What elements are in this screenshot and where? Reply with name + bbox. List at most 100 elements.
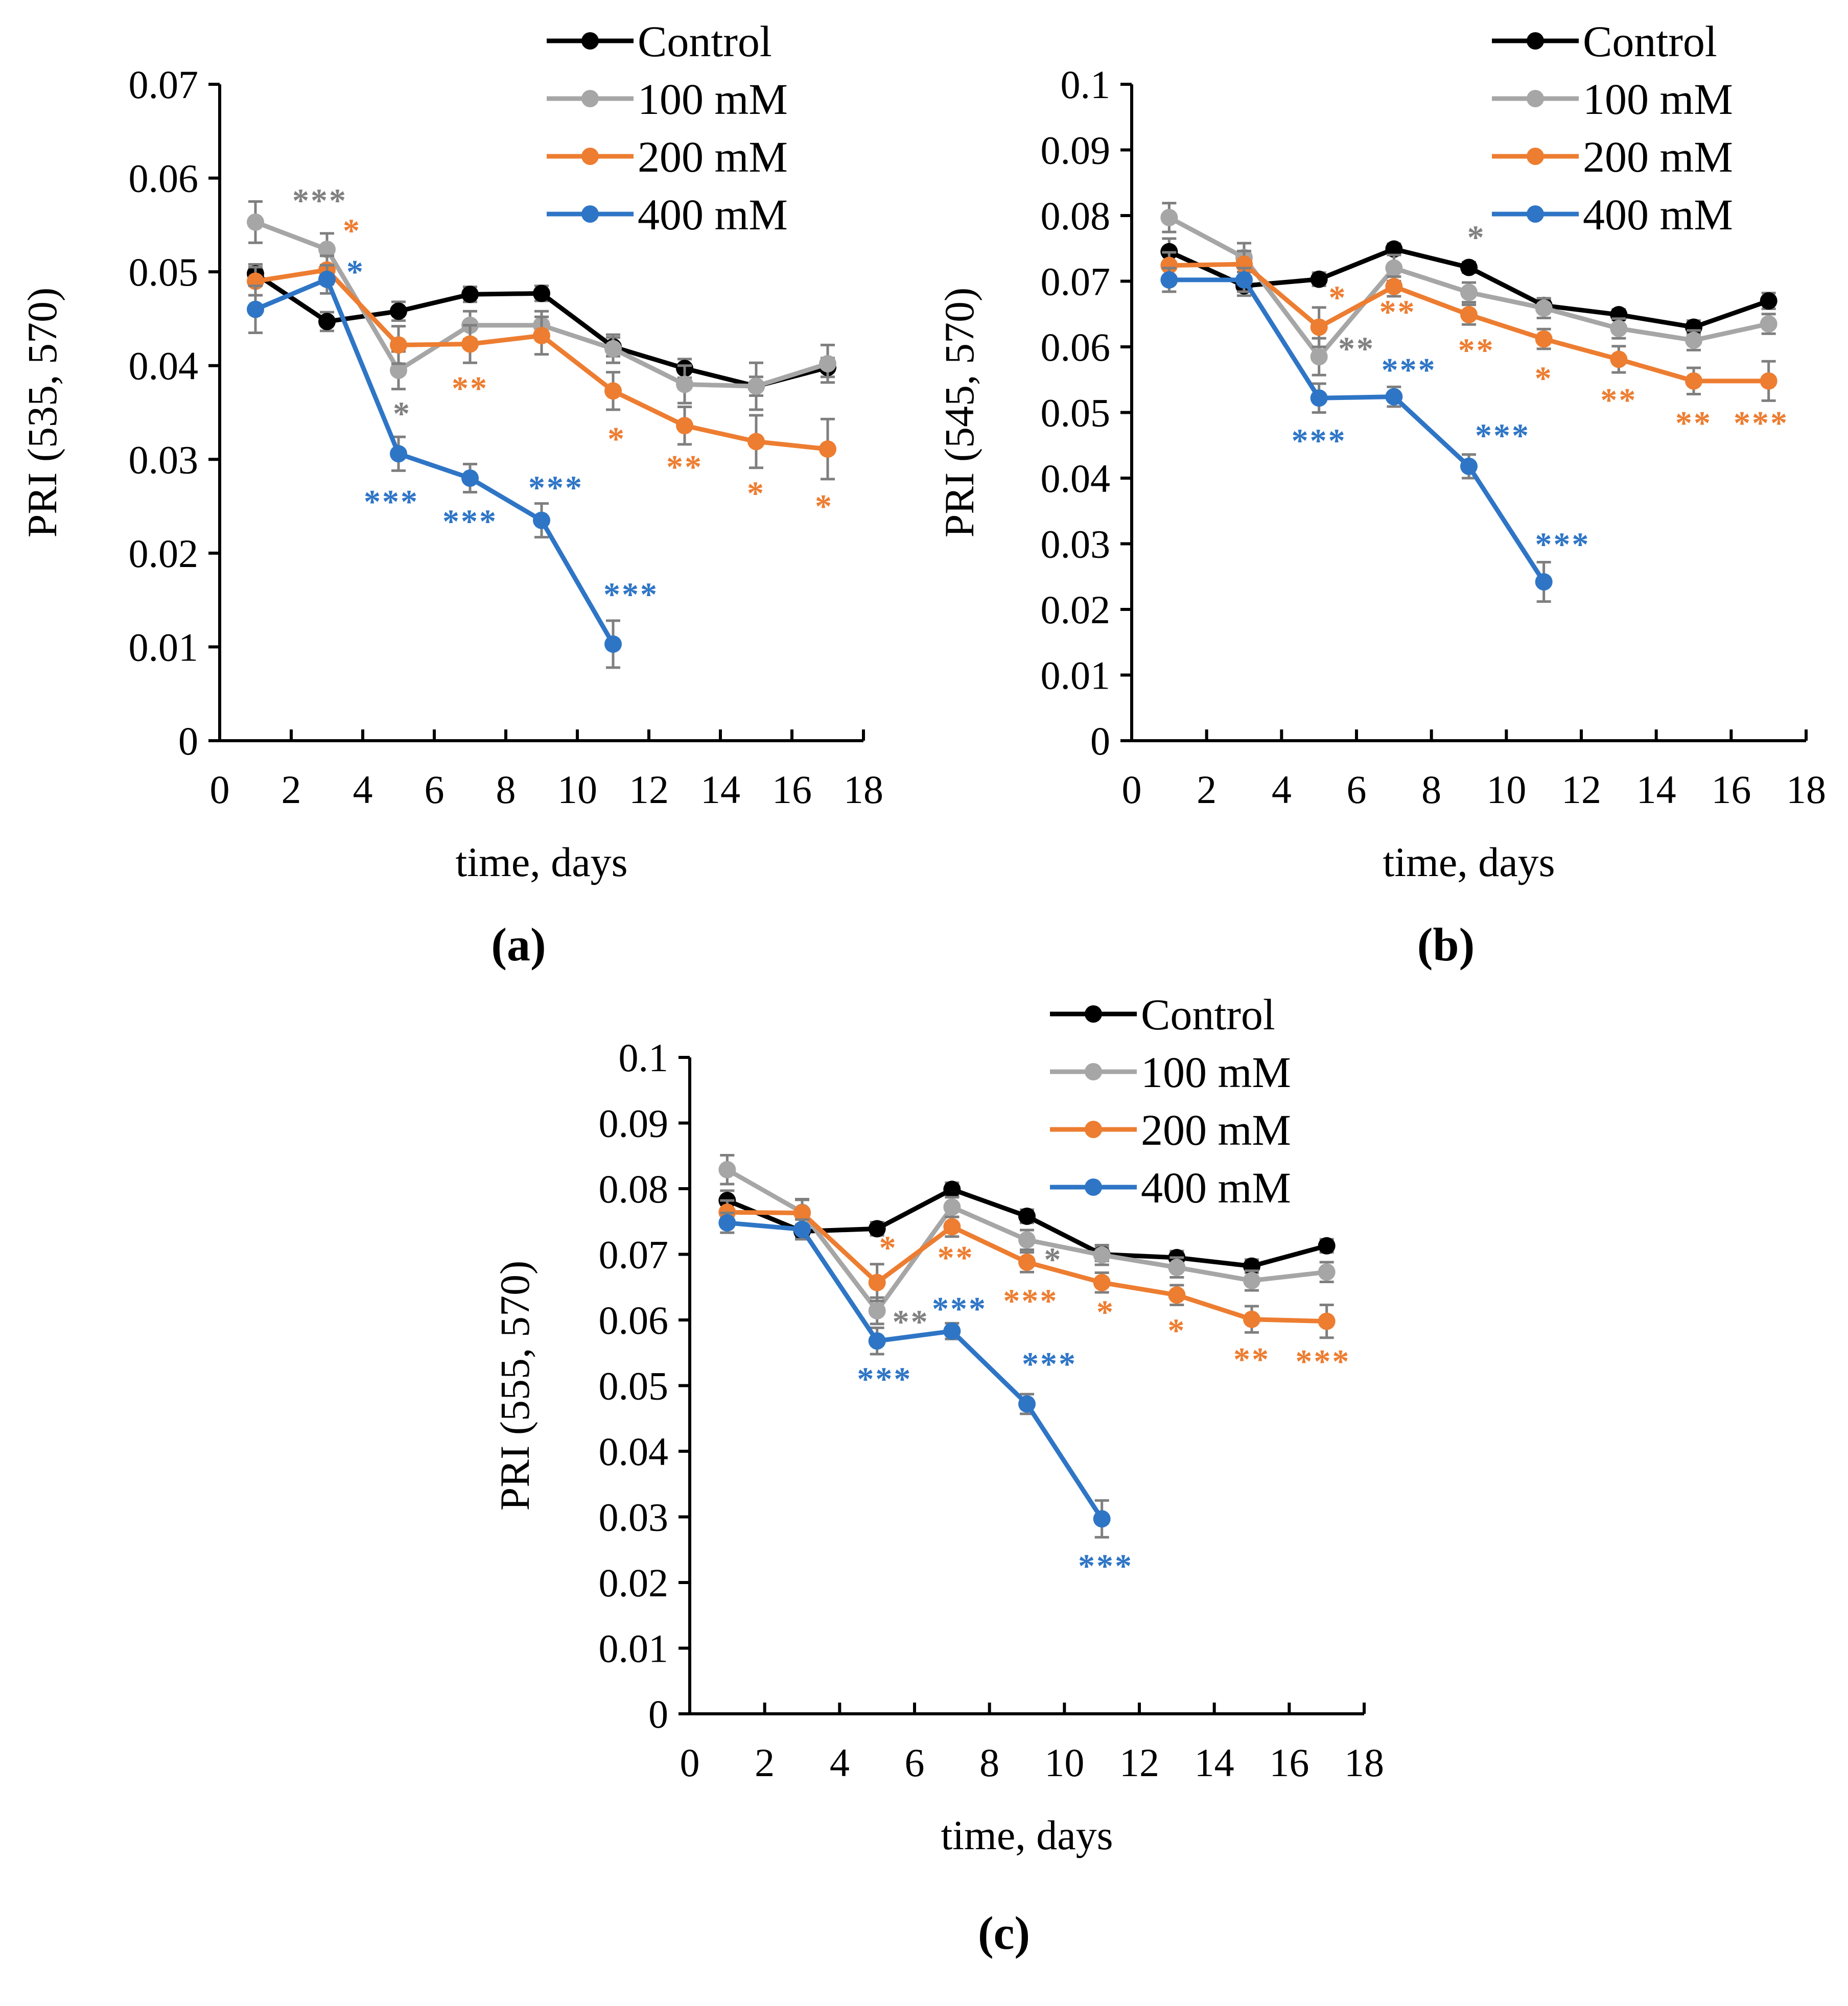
- significance-marker: **: [452, 370, 488, 407]
- significance-marker: ***: [1382, 351, 1437, 389]
- data-point: [868, 1220, 886, 1238]
- legend-label: 200 mM: [638, 132, 788, 181]
- x-axis-title: time, days: [455, 839, 627, 885]
- y-tick-label: 0.1: [619, 1035, 669, 1080]
- legend-label: 200 mM: [1583, 132, 1733, 181]
- y-tick-label: 0.04: [599, 1429, 669, 1474]
- legend-label: Control: [1583, 17, 1717, 66]
- data-point: [1310, 318, 1328, 336]
- data-point: [1318, 1263, 1336, 1281]
- significance-marker: ***: [1734, 405, 1789, 442]
- significance-marker: *: [1044, 1241, 1062, 1279]
- data-point: [943, 1218, 961, 1236]
- y-tick-label: 0.07: [1041, 259, 1111, 304]
- y-tick-label: 0.01: [599, 1626, 669, 1671]
- data-point: [1160, 208, 1178, 226]
- y-tick-label: 0.05: [129, 250, 199, 294]
- data-point: [1018, 1231, 1036, 1249]
- data-point: [1018, 1253, 1036, 1271]
- legend: Control 100 mM 200 mM 400 mM: [1050, 990, 1291, 1212]
- x-tick-label: 14: [700, 767, 740, 812]
- y-tick-label: 0.08: [1041, 194, 1111, 238]
- data-point: [390, 445, 407, 463]
- legend: Control 100 mM 200 mM 400 mM: [1492, 17, 1733, 239]
- significance-marker: *: [1167, 1312, 1186, 1349]
- data-point: [676, 417, 693, 435]
- data-point: [604, 340, 622, 358]
- significance-marker: ***: [364, 483, 419, 521]
- data-point: [390, 361, 407, 379]
- significance-marker: **: [1233, 1341, 1270, 1378]
- y-tick-label: 0.03: [599, 1495, 669, 1540]
- x-tick-label: 0: [210, 767, 230, 812]
- legend-swatch-marker: [1085, 1005, 1102, 1023]
- y-tick-label: 0.03: [129, 437, 199, 482]
- y-tick-label: 0.05: [599, 1364, 669, 1408]
- y-axis-title: PRI (545, 570): [936, 288, 983, 538]
- series-200-mm: [247, 254, 836, 481]
- legend-label: 100 mM: [1583, 75, 1733, 124]
- significance-marker: *: [747, 475, 765, 512]
- data-point: [1093, 1246, 1111, 1264]
- x-tick-label: 4: [830, 1740, 850, 1785]
- x-tick-label: 16: [772, 767, 812, 812]
- data-point: [1760, 292, 1777, 310]
- significance-marker: *: [879, 1229, 898, 1266]
- data-point: [868, 1302, 886, 1320]
- significance-marker: *: [607, 420, 626, 458]
- x-tick-label: 2: [1197, 767, 1217, 812]
- significance-marker: *: [343, 212, 361, 249]
- x-tick-label: 10: [557, 767, 597, 812]
- y-tick-label: 0.01: [129, 625, 199, 669]
- x-tick-label: 2: [282, 767, 301, 812]
- series-line: [727, 1220, 1104, 1520]
- legend-swatch-marker: [1527, 90, 1544, 107]
- data-point: [1385, 388, 1403, 406]
- legend-swatch-marker: [1527, 148, 1544, 165]
- y-tick-label: 0.07: [129, 62, 199, 107]
- significance-marker: **: [893, 1304, 929, 1341]
- data-point: [943, 1198, 961, 1216]
- y-tick-label: 0.03: [1041, 522, 1111, 567]
- data-point: [1610, 320, 1628, 338]
- legend-label: 200 mM: [1141, 1105, 1291, 1154]
- significance-marker: *: [1096, 1293, 1115, 1331]
- panel-a: 0 0.01 0.02 0.03 0.04 0.05 0.06 0.07 0 2 4 6 8 10 12 14…: [19, 17, 883, 971]
- data-point: [819, 355, 836, 373]
- series-200-mm: [1160, 249, 1777, 402]
- data-point: [461, 335, 479, 353]
- y-tick-label: 0.02: [129, 531, 199, 576]
- data-point: [604, 635, 622, 653]
- data-point: [1243, 1271, 1260, 1289]
- y-tick-label: 0.06: [1041, 325, 1111, 369]
- x-tick-label: 4: [1272, 767, 1292, 812]
- significance-marker: ***: [528, 469, 583, 506]
- data-point: [1318, 1237, 1336, 1255]
- data-point: [943, 1181, 961, 1198]
- y-tick-label: 0.05: [1041, 391, 1111, 435]
- y-tick-label: 0.06: [599, 1298, 669, 1342]
- y-tick-label: 0: [1090, 719, 1110, 763]
- significance-marker: ***: [1003, 1283, 1058, 1320]
- x-axis-title: time, days: [941, 1812, 1113, 1858]
- significance-marker: ***: [932, 1290, 987, 1328]
- data-point: [1093, 1510, 1111, 1528]
- x-tick-label: 18: [1786, 767, 1826, 812]
- data-point: [318, 313, 336, 331]
- x-tick-label: 0: [1122, 767, 1142, 812]
- legend-label: 100 mM: [638, 75, 788, 124]
- data-point: [1018, 1207, 1036, 1225]
- significance-marker: **: [1675, 405, 1712, 442]
- data-point: [793, 1220, 811, 1238]
- data-point: [1243, 1310, 1260, 1328]
- data-point: [1460, 258, 1478, 276]
- significance-marker: ***: [603, 576, 659, 613]
- significance-marker: *: [1467, 219, 1486, 256]
- x-tick-label: 14: [1195, 1740, 1234, 1785]
- data-point: [533, 326, 550, 344]
- x-tick-label: 12: [1561, 767, 1601, 812]
- data-point: [318, 241, 336, 258]
- panel-c: 0 0.01 0.02 0.03 0.04 0.05 0.06 0.07 0.08 0.09 0.1…: [492, 990, 1384, 1959]
- data-point: [868, 1332, 886, 1350]
